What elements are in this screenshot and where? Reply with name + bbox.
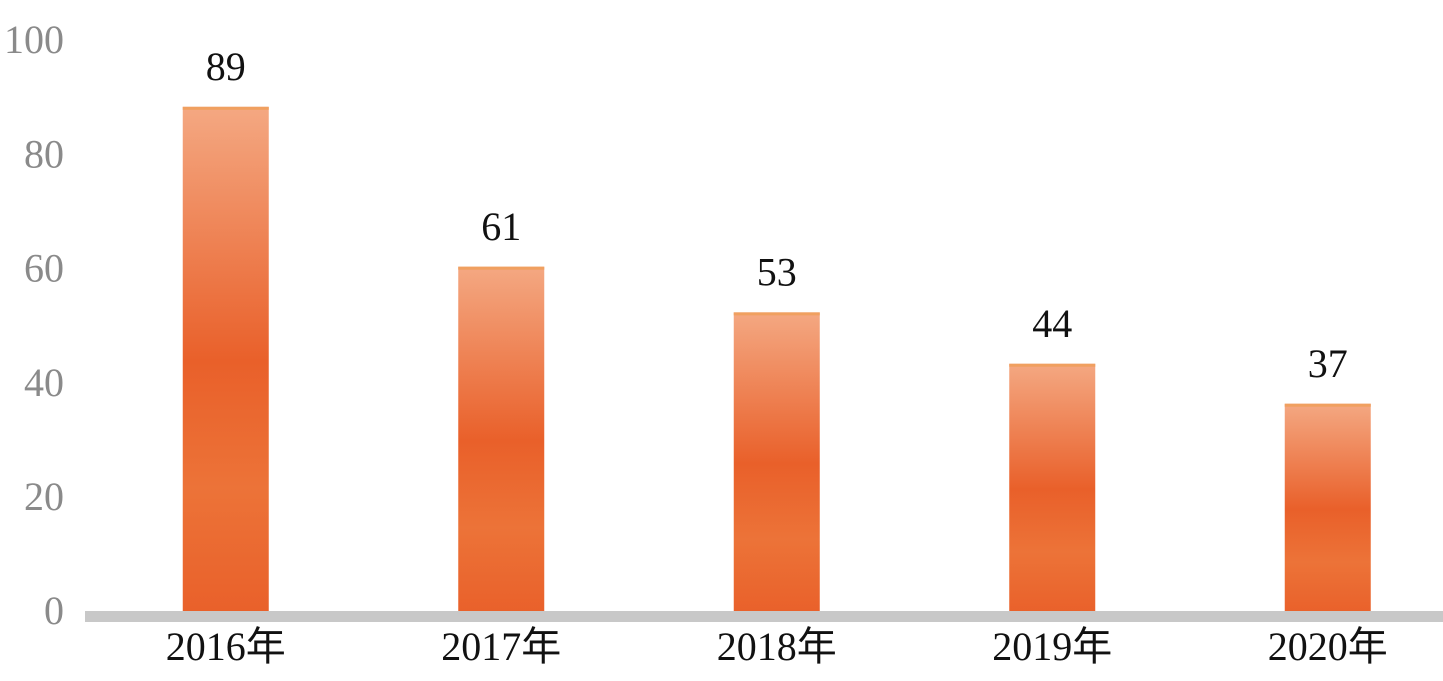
value-label: 44 bbox=[1032, 301, 1072, 346]
bar-cap bbox=[458, 266, 545, 270]
x-axis bbox=[85, 611, 1443, 622]
x-tick-label: 2018年 bbox=[717, 624, 837, 669]
y-tick-label: 80 bbox=[24, 131, 64, 176]
x-tick-label: 2020年 bbox=[1268, 624, 1388, 669]
y-tick-label: 20 bbox=[24, 474, 64, 519]
bar bbox=[1009, 363, 1096, 615]
bar bbox=[182, 106, 269, 615]
y-tick-label: 40 bbox=[24, 360, 64, 405]
x-tick-label: 2019年 bbox=[992, 624, 1112, 669]
y-tick-label: 60 bbox=[24, 246, 64, 291]
bar bbox=[1284, 403, 1371, 615]
bar bbox=[733, 312, 820, 615]
y-tick-label: 0 bbox=[44, 588, 64, 633]
x-tick-label: 2017年 bbox=[441, 624, 561, 669]
bar-cap bbox=[182, 106, 269, 110]
value-label: 89 bbox=[206, 44, 246, 89]
value-label: 53 bbox=[757, 250, 797, 295]
bar-cap bbox=[1284, 403, 1371, 407]
bar bbox=[458, 266, 545, 615]
bar-cap bbox=[733, 312, 820, 316]
y-tick-label: 100 bbox=[4, 17, 64, 62]
value-label: 61 bbox=[481, 204, 521, 249]
bar-cap bbox=[1009, 363, 1096, 367]
x-tick-label: 2016年 bbox=[166, 624, 286, 669]
value-label: 37 bbox=[1308, 341, 1348, 386]
